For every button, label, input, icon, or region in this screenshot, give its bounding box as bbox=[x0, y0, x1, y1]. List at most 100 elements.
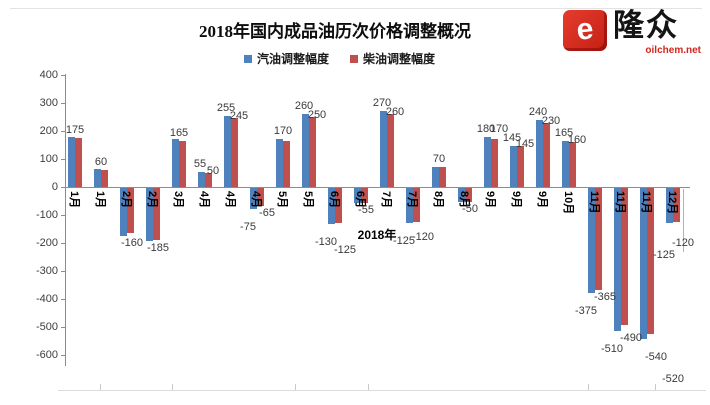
y-axis-tick bbox=[61, 299, 65, 301]
value-label-diesel: -365 bbox=[593, 291, 617, 304]
value-label-gasoline: -125 bbox=[652, 249, 676, 261]
bar-diesel-19-9月 bbox=[543, 122, 550, 187]
y-axis-tick bbox=[61, 355, 65, 357]
bar-diesel-14-7月 bbox=[413, 188, 420, 222]
y-axis-label: -200 bbox=[35, 237, 58, 250]
bar-gasoline-22-11月 bbox=[614, 188, 621, 331]
bar-gasoline-5-3月 bbox=[172, 139, 179, 187]
y-axis-tick bbox=[61, 102, 65, 104]
bottom-axis-tick bbox=[588, 384, 589, 390]
bar-gasoline-17-9月 bbox=[484, 136, 491, 187]
y-axis-label: -400 bbox=[35, 293, 58, 306]
logo-domain-text: oilchem.net bbox=[645, 45, 701, 56]
bar-diesel-23-11月 bbox=[647, 188, 654, 334]
value-label-diesel: 165 bbox=[169, 126, 189, 139]
y-axis-label: 100 bbox=[39, 152, 58, 165]
value-label-diesel: 175 bbox=[65, 124, 85, 136]
bar-diesel-15-8月 bbox=[439, 167, 446, 187]
value-label-gasoline: 70 bbox=[432, 153, 446, 166]
x-axis-label-22: 11月 bbox=[614, 191, 626, 214]
legend-item-gasoline: 汽油调整幅度 bbox=[244, 50, 329, 66]
bar-diesel-16-8月 bbox=[465, 188, 472, 202]
value-label-diesel: 60 bbox=[94, 156, 108, 169]
y-axis-tick bbox=[61, 74, 65, 76]
bar-gasoline-16-8月 bbox=[458, 188, 465, 202]
value-label-diesel: -65 bbox=[259, 207, 275, 220]
y-axis-label: -300 bbox=[35, 265, 58, 278]
logo-e-glyph: e bbox=[574, 12, 595, 47]
bottom-axis-tick bbox=[368, 384, 369, 390]
bar-gasoline-13-7月 bbox=[380, 111, 387, 187]
bar-gasoline-6-4月 bbox=[198, 171, 205, 187]
y-axis-label: 400 bbox=[39, 68, 58, 81]
bar-diesel-6-4月 bbox=[205, 173, 212, 187]
bar-gasoline-10-5月 bbox=[302, 114, 309, 187]
bar-gasoline-11-6月 bbox=[328, 188, 335, 225]
value-label-gasoline: -130 bbox=[314, 236, 338, 249]
x-axis-label-18: 9月 bbox=[510, 191, 522, 209]
x-axis-label-17: 9月 bbox=[484, 191, 496, 209]
x-axis-title: 2018年 bbox=[357, 228, 397, 242]
value-label-diesel: 160 bbox=[567, 134, 587, 147]
diesel-legend-label: 柴油调整幅度 bbox=[363, 52, 436, 66]
x-axis-label-3: 2月 bbox=[120, 191, 132, 209]
bar-gasoline-3-2月 bbox=[120, 188, 127, 236]
value-label-diesel: -125 bbox=[333, 244, 357, 256]
chart-title: 2018年国内成品油历次价格调整概况 bbox=[199, 22, 471, 41]
y-axis-line bbox=[65, 74, 66, 366]
y-axis-label: 200 bbox=[39, 124, 58, 137]
bar-gasoline-24-12月 bbox=[666, 188, 673, 223]
x-axis-label-9: 5月 bbox=[276, 191, 288, 209]
value-label-gasoline: 260 bbox=[294, 100, 314, 113]
y-axis-tick bbox=[61, 215, 65, 217]
bottom-border-line bbox=[58, 390, 706, 391]
value-label-diesel: -50 bbox=[462, 203, 478, 215]
bar-diesel-3-2月 bbox=[127, 188, 134, 233]
value-label-gasoline: -540 bbox=[644, 351, 668, 364]
logo-brand-text: 隆众 bbox=[613, 8, 679, 43]
value-label-gasoline: 240 bbox=[528, 105, 548, 118]
x-axis-label-1: 1月 bbox=[68, 191, 80, 209]
bar-gasoline-1-1月 bbox=[68, 136, 75, 187]
x-axis-label-24: 12月 bbox=[666, 191, 678, 215]
x-axis-label-20: 10月 bbox=[562, 191, 574, 215]
bar-diesel-12-6月 bbox=[361, 188, 368, 204]
top-border-line bbox=[10, 8, 702, 9]
x-axis-label-5: 3月 bbox=[172, 191, 184, 209]
value-label-gasoline: 170 bbox=[273, 125, 293, 138]
bar-diesel-10-5月 bbox=[309, 117, 316, 187]
x-axis-label-7: 4月 bbox=[224, 191, 236, 209]
value-label-diesel: 50 bbox=[206, 165, 220, 177]
y-axis-tick bbox=[61, 187, 65, 188]
value-label-gasoline: 165 bbox=[554, 126, 574, 139]
bar-diesel-13-7月 bbox=[387, 114, 394, 187]
legend-item-diesel: 柴油调整幅度 bbox=[350, 50, 436, 66]
logo-cube-icon: e bbox=[563, 10, 607, 51]
x-axis-label-6: 4月 bbox=[198, 191, 210, 209]
bar-diesel-4-2月 bbox=[153, 188, 160, 240]
bar-gasoline-14-7月 bbox=[406, 188, 413, 223]
bar-diesel-24-12月 bbox=[673, 188, 680, 222]
value-label-diesel: -120 bbox=[411, 230, 435, 243]
bar-diesel-20-10月 bbox=[569, 142, 576, 187]
bar-gasoline-18-9月 bbox=[510, 146, 517, 187]
bar-diesel-11-6月 bbox=[335, 188, 342, 223]
value-label-diesel: -185 bbox=[146, 242, 170, 255]
y-axis-label: -100 bbox=[35, 209, 58, 222]
bar-diesel-21-11月 bbox=[595, 188, 602, 291]
y-axis-label: 300 bbox=[39, 96, 58, 109]
value-label-diesel: 245 bbox=[229, 110, 249, 123]
bar-gasoline-8-4月 bbox=[250, 188, 257, 209]
value-label-diesel: -120 bbox=[671, 236, 695, 249]
value-label-gasoline: -375 bbox=[574, 305, 598, 317]
x-axis-label-21: 11月 bbox=[588, 191, 600, 214]
bar-gasoline-12-6月 bbox=[354, 188, 361, 204]
x-axis-label-23: 11月 bbox=[640, 191, 652, 214]
bar-diesel-22-11月 bbox=[621, 188, 628, 326]
label-leader-line bbox=[683, 189, 684, 252]
bar-diesel-18-9月 bbox=[517, 146, 524, 187]
x-axis-label-14: 7月 bbox=[406, 191, 418, 209]
bar-gasoline-19-9月 bbox=[536, 119, 543, 187]
y-axis-label: -500 bbox=[35, 321, 58, 334]
y-axis-tick bbox=[61, 243, 65, 245]
